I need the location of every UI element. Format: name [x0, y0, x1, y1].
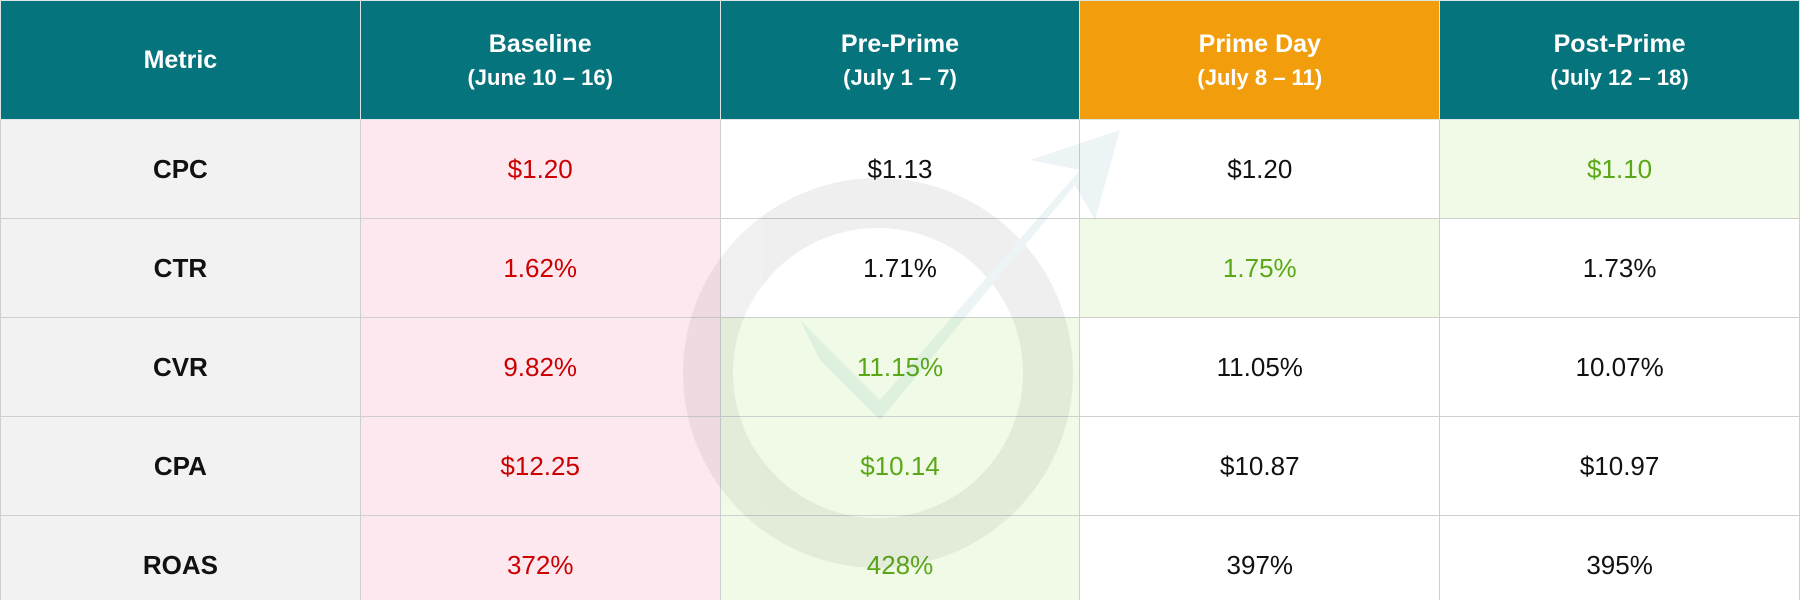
header-subtitle: (June 10 – 16) — [467, 64, 613, 90]
value-cell: 11.15% — [719, 317, 1081, 417]
metric-cell: CTR — [0, 218, 361, 318]
row: CPA $12.25 $10.14 $10.87 $10.97 — [0, 416, 1800, 516]
row: CTR 1.62% 1.71% 1.75% 1.73% — [0, 218, 1800, 318]
value-cell: 1.73% — [1439, 218, 1800, 318]
metric-cell: CPA — [0, 416, 361, 516]
value-cell: 11.05% — [1079, 317, 1441, 417]
value-cell: 9.82% — [359, 317, 721, 417]
header-row: Metric Baseline (June 10 – 16) Pre-Prime (… — [0, 0, 1800, 120]
header-subtitle: (July 12 – 18) — [1550, 64, 1689, 90]
header-subtitle: (July 1 – 7) — [843, 64, 957, 90]
value-cell: $10.87 — [1079, 416, 1441, 516]
row: CPC $1.20 $1.13 $1.20 $1.10 — [0, 119, 1800, 219]
metric-cell: CPC — [0, 119, 361, 219]
header-title: Pre-Prime — [840, 29, 960, 58]
header-title: Baseline — [488, 29, 592, 58]
header-cell: Baseline (June 10 – 16) — [359, 0, 721, 120]
header-cell: Metric — [0, 0, 361, 120]
header-cell: Post-Prime (July 12 – 18) — [1439, 0, 1800, 120]
value-cell: 1.71% — [719, 218, 1081, 318]
value-cell: 428% — [719, 515, 1081, 600]
value-cell: $1.10 — [1439, 119, 1800, 219]
header-subtitle: (July 8 – 11) — [1197, 64, 1323, 90]
value-cell: 1.75% — [1079, 218, 1441, 318]
value-cell: $1.20 — [1079, 119, 1441, 219]
header-title: Prime Day — [1198, 29, 1321, 58]
value-cell: 10.07% — [1439, 317, 1800, 417]
header-title: Metric — [143, 45, 218, 74]
value-cell: $10.97 — [1439, 416, 1800, 516]
value-cell: $12.25 — [359, 416, 721, 516]
header-cell: Prime Day (July 8 – 11) — [1079, 0, 1441, 120]
metric-cell: CVR — [0, 317, 361, 417]
metric-cell: ROAS — [0, 515, 361, 600]
row: ROAS 372% 428% 397% 395% — [0, 515, 1800, 600]
value-cell: 372% — [359, 515, 721, 600]
value-cell: 395% — [1439, 515, 1800, 600]
value-cell: 1.62% — [359, 218, 721, 318]
value-cell: 397% — [1079, 515, 1441, 600]
header-title: Post-Prime — [1553, 29, 1686, 58]
value-cell: $1.13 — [719, 119, 1081, 219]
value-cell: $1.20 — [359, 119, 721, 219]
value-cell: $10.14 — [719, 416, 1081, 516]
header-cell: Pre-Prime (July 1 – 7) — [719, 0, 1081, 120]
row: CVR 9.82% 11.15% 11.05% 10.07% — [0, 317, 1800, 417]
